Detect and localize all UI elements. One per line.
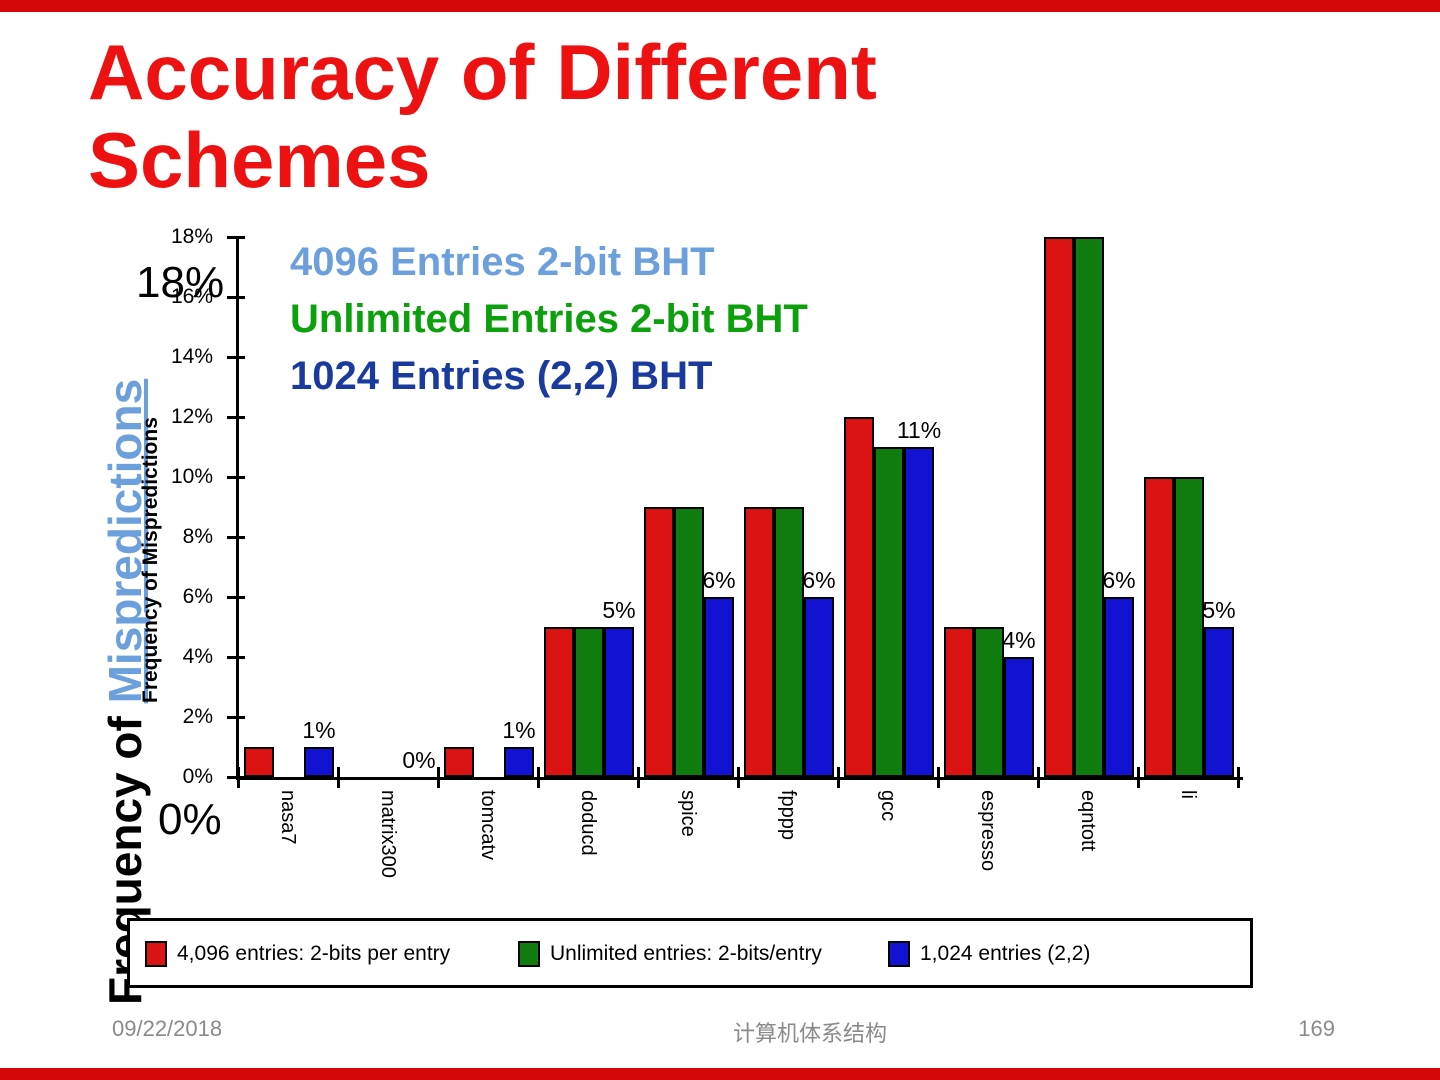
- x-tick-mark: [737, 767, 740, 788]
- legend-label-red: 4,096 entries: 2-bits per entry: [177, 942, 451, 965]
- x-category-label-nasa7: nasa7: [277, 790, 299, 845]
- x-tick-mark: [1237, 767, 1240, 788]
- x-category-label-doducd: doducd: [577, 790, 599, 856]
- y-tick-label: 16%: [170, 285, 213, 308]
- legend-swatch-red: [145, 941, 167, 967]
- bar-green-eqntott: [1074, 237, 1104, 777]
- bar-green-li: [1174, 477, 1204, 777]
- x-category-label-espresso: espresso: [977, 790, 999, 872]
- y-tick-label: 2%: [182, 705, 213, 728]
- bar-blue-li: [1204, 627, 1234, 777]
- x-category-label-matrix300: matrix300: [377, 790, 399, 878]
- bar-green-fpppp: [774, 507, 804, 777]
- y-tick-label: 8%: [182, 525, 213, 548]
- y-axis-line: [236, 237, 239, 780]
- data-label-gcc: 11%: [896, 417, 942, 443]
- bar-blue-nasa7: [304, 747, 334, 777]
- legend-swatch-blue: [888, 941, 910, 967]
- page-title: Accuracy of Different Schemes: [88, 28, 1238, 204]
- legend-box: 4,096 entries: 2-bits per entry Unlimited…: [127, 918, 1253, 988]
- footer-page-number: 169: [1298, 1016, 1335, 1041]
- y-tick-label: 18%: [170, 225, 213, 248]
- bar-red-espresso: [944, 627, 974, 777]
- bar-red-nasa7: [244, 747, 274, 777]
- x-category-label-fpppp: fpppp: [777, 790, 799, 841]
- bar-green-gcc: [874, 447, 904, 777]
- x-tick-mark: [837, 767, 840, 788]
- data-label-espresso: 4%: [1002, 627, 1036, 653]
- x-category-label-tomcatv: tomcatv: [477, 790, 499, 861]
- page-title-line1: Accuracy of Different: [88, 28, 877, 116]
- data-label-eqntott: 6%: [1102, 567, 1136, 593]
- y-tick-mark: [227, 596, 245, 599]
- y-tick-mark: [227, 476, 245, 479]
- legend-label-blue: 1,024 entries (2,2): [920, 942, 1091, 965]
- y-tick-mark: [227, 776, 245, 779]
- x-tick-mark: [637, 767, 640, 788]
- footer-course-name: 计算机体系结构: [732, 1021, 887, 1046]
- x-tick-mark: [337, 767, 340, 788]
- bar-blue-tomcatv: [504, 747, 534, 777]
- annotation-1024-entries: 1024 Entries (2,2) BHT: [290, 354, 713, 398]
- x-category-label-spice: spice: [677, 790, 699, 837]
- data-label-li: 5%: [1202, 597, 1236, 623]
- bar-red-doducd: [544, 627, 574, 777]
- data-label-matrix300: 0%: [402, 747, 436, 773]
- bar-red-li: [1144, 477, 1174, 777]
- x-category-label-gcc: gcc: [877, 790, 899, 822]
- big-bottom-axis-label: 0%: [158, 795, 222, 844]
- footer-date: 09/22/2018: [112, 1016, 223, 1041]
- bar-red-fpppp: [744, 507, 774, 777]
- y-tick-label: 4%: [182, 645, 213, 668]
- bar-blue-gcc: [904, 447, 934, 777]
- page-title-line2: Schemes: [88, 116, 431, 204]
- x-category-label-li: li: [1177, 790, 1199, 799]
- bar-blue-spice: [704, 597, 734, 777]
- bar-blue-eqntott: [1104, 597, 1134, 777]
- x-tick-mark: [1037, 767, 1040, 788]
- y-tick-mark: [227, 356, 245, 359]
- bar-blue-doducd: [604, 627, 634, 777]
- y-tick-label: 14%: [170, 345, 213, 368]
- bar-red-spice: [644, 507, 674, 777]
- data-label-tomcatv: 1%: [502, 717, 536, 743]
- y-tick-label: 12%: [170, 405, 213, 428]
- y-tick-label: 6%: [182, 585, 213, 608]
- data-label-doducd: 5%: [602, 597, 636, 623]
- data-label-nasa7: 1%: [302, 717, 336, 743]
- bar-blue-fpppp: [804, 597, 834, 777]
- x-category-label-eqntott: eqntott: [1077, 790, 1099, 852]
- bottom-red-border: [0, 1068, 1440, 1080]
- legend-swatch-green: [518, 941, 540, 967]
- y-tick-mark: [227, 296, 245, 299]
- x-tick-mark: [437, 767, 440, 788]
- y-tick-label: 0%: [182, 765, 213, 788]
- bar-green-spice: [674, 507, 704, 777]
- bar-green-espresso: [974, 627, 1004, 777]
- x-tick-mark: [237, 767, 240, 788]
- data-label-fpppp: 6%: [802, 567, 836, 593]
- y-tick-mark: [227, 236, 245, 239]
- data-label-spice: 6%: [702, 567, 736, 593]
- legend-label-green: Unlimited entries: 2-bits/entry: [550, 942, 822, 965]
- bar-green-doducd: [574, 627, 604, 777]
- bar-red-tomcatv: [444, 747, 474, 777]
- big-top-axis-label: 18%: [136, 258, 225, 307]
- bar-red-gcc: [844, 417, 874, 777]
- x-tick-mark: [1137, 767, 1140, 788]
- top-red-border: [0, 0, 1440, 12]
- y-tick-mark: [227, 536, 245, 539]
- y-tick-mark: [227, 656, 245, 659]
- annotation-unlimited-entries: Unlimited Entries 2-bit BHT: [290, 297, 808, 341]
- bar-red-eqntott: [1044, 237, 1074, 777]
- y-tick-label: 10%: [170, 465, 213, 488]
- x-tick-mark: [937, 767, 940, 788]
- y-tick-mark: [227, 416, 245, 419]
- bar-blue-espresso: [1004, 657, 1034, 777]
- annotation-4096-entries: 4096 Entries 2-bit BHT: [290, 240, 715, 284]
- x-tick-mark: [537, 767, 540, 788]
- y-tick-mark: [227, 716, 245, 719]
